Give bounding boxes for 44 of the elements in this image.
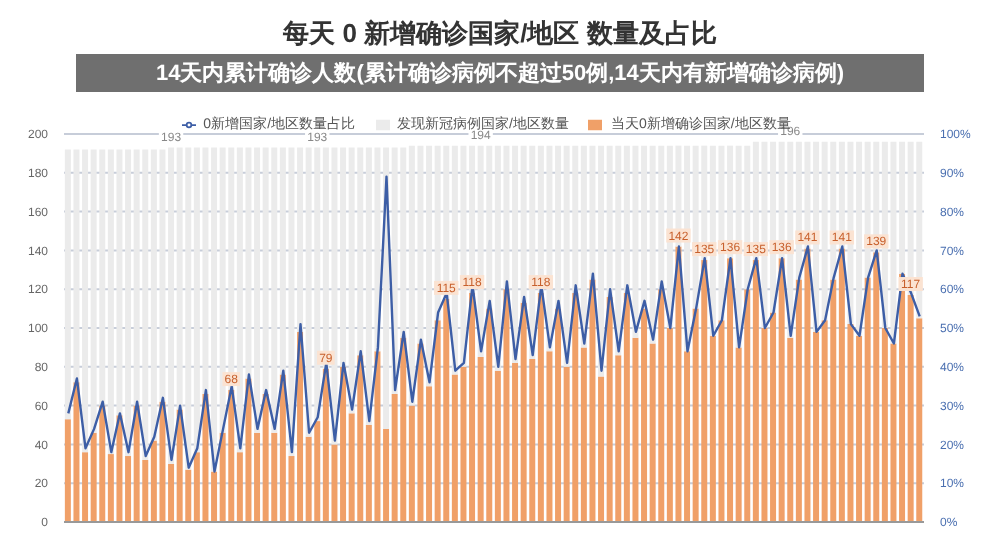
bar (675, 246, 682, 522)
bar (580, 145, 587, 348)
bar (159, 401, 166, 522)
bar (305, 147, 312, 437)
bar (228, 390, 235, 522)
bar (99, 405, 106, 522)
bar (623, 293, 630, 522)
line-series (67, 175, 921, 473)
text: 14天内累计确诊人数(累计确诊病例不超过50例,14天内有新增确诊病例) (76, 54, 924, 92)
bar (838, 248, 845, 522)
bar (632, 145, 639, 338)
bar (563, 145, 570, 367)
bar (572, 293, 579, 522)
bar (701, 260, 708, 522)
bar (116, 415, 123, 522)
bar (615, 145, 622, 356)
bar (606, 296, 613, 522)
bar (262, 393, 269, 522)
bar (400, 337, 407, 522)
bar (322, 368, 329, 522)
chart-title: 每天 0 新增确诊国家/地区 数量及占比 (281, 16, 719, 52)
bar (408, 145, 415, 406)
bar (357, 355, 364, 522)
bar (589, 279, 596, 522)
bar (537, 293, 544, 522)
bar (804, 248, 811, 522)
bar (503, 289, 510, 522)
bar (494, 145, 501, 371)
bar (288, 147, 295, 457)
bar (348, 147, 355, 414)
bar (365, 147, 372, 425)
bar (649, 145, 656, 344)
bar (658, 289, 665, 522)
bar (890, 141, 897, 344)
bar (778, 258, 785, 522)
bar (752, 260, 759, 522)
bar (520, 302, 527, 522)
bar (417, 343, 424, 522)
bar (443, 298, 450, 522)
bar (236, 147, 243, 453)
bar (374, 351, 381, 522)
bar (873, 252, 880, 522)
bar (73, 382, 80, 522)
bar (486, 308, 493, 522)
